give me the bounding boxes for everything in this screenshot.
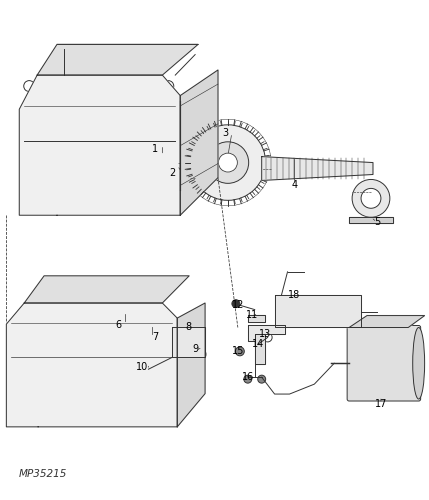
Text: 10: 10 [136, 362, 148, 372]
Circle shape [236, 347, 244, 356]
Text: 2: 2 [169, 168, 175, 177]
Polygon shape [6, 303, 177, 427]
Polygon shape [172, 328, 205, 358]
Circle shape [258, 375, 266, 383]
Polygon shape [349, 217, 393, 223]
Polygon shape [275, 294, 361, 328]
Polygon shape [349, 316, 425, 328]
Circle shape [140, 366, 151, 376]
Text: 4: 4 [291, 180, 298, 190]
FancyBboxPatch shape [347, 326, 421, 401]
Text: 15: 15 [232, 346, 244, 356]
Polygon shape [255, 334, 265, 364]
Text: 6: 6 [115, 320, 122, 330]
Text: 17: 17 [375, 399, 387, 409]
Polygon shape [248, 314, 265, 322]
Text: 14: 14 [251, 340, 264, 349]
Text: 13: 13 [259, 330, 271, 340]
Circle shape [145, 144, 180, 180]
Polygon shape [248, 324, 284, 342]
Text: 3: 3 [222, 128, 228, 138]
Circle shape [194, 348, 206, 360]
Polygon shape [37, 44, 198, 75]
Circle shape [232, 300, 240, 308]
Text: MP35215: MP35215 [18, 468, 67, 478]
Text: 5: 5 [374, 217, 380, 227]
Circle shape [352, 180, 390, 217]
Text: 9: 9 [192, 344, 198, 354]
Polygon shape [177, 303, 205, 427]
Circle shape [218, 153, 237, 172]
Text: 18: 18 [288, 290, 301, 300]
Ellipse shape [413, 328, 425, 399]
Polygon shape [19, 75, 180, 215]
Text: 8: 8 [185, 322, 191, 332]
Circle shape [207, 142, 249, 184]
Polygon shape [180, 70, 218, 215]
Circle shape [152, 152, 172, 172]
Polygon shape [262, 156, 373, 180]
Polygon shape [24, 276, 189, 303]
Text: 16: 16 [242, 372, 254, 382]
Circle shape [361, 188, 381, 208]
Circle shape [244, 375, 252, 383]
Text: 1: 1 [152, 144, 158, 154]
Text: 7: 7 [152, 332, 158, 342]
Text: 11: 11 [246, 310, 258, 320]
Text: 12: 12 [232, 300, 244, 310]
Circle shape [190, 125, 266, 200]
